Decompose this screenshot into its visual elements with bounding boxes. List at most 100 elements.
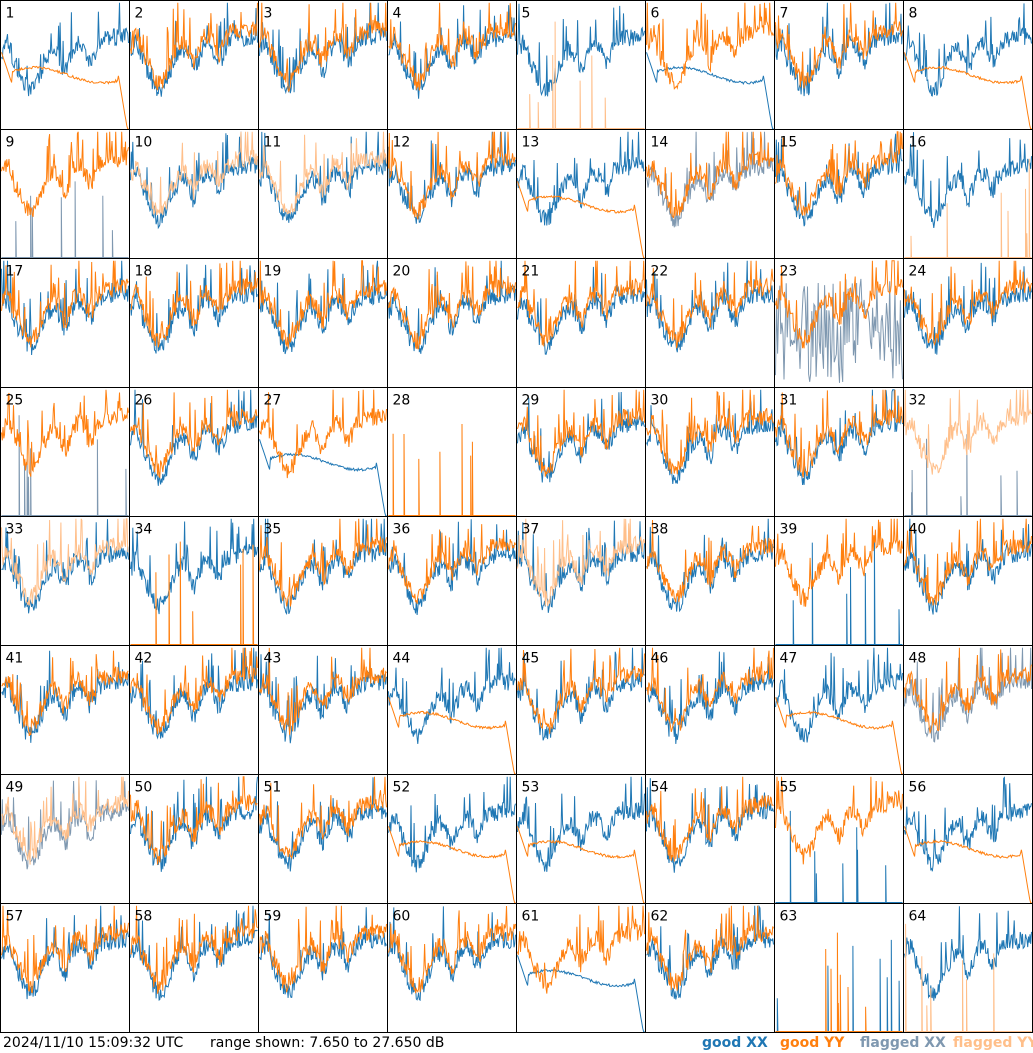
panel-63: 63 xyxy=(774,903,904,1033)
series-xx-flagged xyxy=(1,181,129,258)
panel-42: 42 xyxy=(129,645,259,775)
panel-20: 20 xyxy=(387,258,517,388)
panel-label: 18 xyxy=(135,264,153,280)
panel-label: 23 xyxy=(780,264,798,280)
series-yy-good xyxy=(388,524,516,604)
panel-frame xyxy=(387,774,517,904)
panel-label: 13 xyxy=(522,135,540,151)
panel-48: 48 xyxy=(903,645,1033,775)
legend-good-xx-pol: XX xyxy=(746,1035,768,1051)
panel-38: 38 xyxy=(645,516,775,646)
legend-flagged-xx: flagged XX xyxy=(860,1035,946,1051)
panel-label: 51 xyxy=(264,780,282,796)
series-yy-good xyxy=(388,2,516,91)
series-yy-good xyxy=(259,776,387,860)
panel-frame xyxy=(903,0,1033,130)
series-yy-flagged xyxy=(904,389,1032,475)
panel-label: 10 xyxy=(135,135,153,151)
panel-61: 61 xyxy=(516,903,646,1033)
panel-22: 22 xyxy=(645,258,775,388)
timestamp: 2024/11/10 15:09:32 UTC xyxy=(3,1035,184,1051)
series-yy-flagged xyxy=(1,518,129,606)
series-yy-good xyxy=(388,423,516,516)
panel-10: 10 xyxy=(129,129,259,259)
series-yy-good xyxy=(1,389,129,477)
series-yy-good xyxy=(646,131,774,219)
series-yy-good xyxy=(517,389,645,477)
series-yy-good xyxy=(1,131,129,217)
series-xx-good xyxy=(1,2,129,97)
series-yy-good xyxy=(388,260,516,350)
series-xx-flagged xyxy=(1,415,129,516)
panel-25: 25 xyxy=(0,387,130,517)
series-xx-flagged xyxy=(904,647,1032,743)
series-yy-good xyxy=(775,776,903,865)
series-yy-good xyxy=(1,650,129,737)
series-yy-good xyxy=(130,776,258,865)
series-xx-good xyxy=(775,537,903,645)
panel-12: 12 xyxy=(387,129,517,259)
legend-flagged-yy-pol: YY xyxy=(1017,1035,1033,1051)
panel-label: 62 xyxy=(651,909,669,925)
series-yy-good xyxy=(775,697,903,774)
series-yy-good xyxy=(130,541,258,645)
series-xx-good xyxy=(904,518,1032,615)
panel-label: 44 xyxy=(393,651,411,667)
panel-label: 12 xyxy=(393,135,411,151)
panel-label: 29 xyxy=(522,393,540,409)
series-xx-good xyxy=(517,3,645,97)
series-xx-good xyxy=(646,904,774,1000)
panel-label: 34 xyxy=(135,522,153,538)
legend-flagged-xx-label: flagged xyxy=(860,1035,920,1051)
panel-7: 7 xyxy=(774,0,904,130)
series-yy-good xyxy=(904,52,1032,129)
series-yy-good xyxy=(775,932,903,1032)
panel-18: 18 xyxy=(129,258,259,388)
panel-26: 26 xyxy=(129,387,259,517)
panel-label: 45 xyxy=(522,651,540,667)
series-xx-good xyxy=(646,651,774,744)
legend-good-xx: good XX xyxy=(702,1035,768,1051)
series-xx-flagged xyxy=(646,131,774,228)
panel-label: 33 xyxy=(6,522,24,538)
panel-label: 11 xyxy=(264,135,282,151)
series-yy-good xyxy=(775,518,903,607)
panel-label: 58 xyxy=(135,909,153,925)
series-yy-good xyxy=(130,2,258,91)
panel-37: 37 xyxy=(516,516,646,646)
series-yy-good xyxy=(130,905,258,994)
footer: 2024/11/10 15:09:32 UTC range shown: 7.6… xyxy=(0,1033,1033,1053)
panel-19: 19 xyxy=(258,258,388,388)
legend-flagged-xx-pol: XX xyxy=(924,1035,946,1051)
panel-3: 3 xyxy=(258,0,388,130)
panel-frame xyxy=(903,903,1033,1033)
series-yy-flagged xyxy=(517,518,645,606)
panel-frame xyxy=(774,645,904,775)
series-yy-good xyxy=(130,260,258,348)
legend-good-yy-pol: YY xyxy=(824,1035,845,1051)
series-xx-good xyxy=(130,264,258,354)
panel-60: 60 xyxy=(387,903,517,1033)
series-yy-good xyxy=(259,905,387,993)
panel-52: 52 xyxy=(387,774,517,904)
panel-label: 5 xyxy=(522,6,531,22)
series-xx-good xyxy=(517,391,645,483)
series-yy-good xyxy=(517,905,645,994)
panel-label: 63 xyxy=(780,909,798,925)
panel-label: 15 xyxy=(780,135,798,151)
panel-label: 7 xyxy=(780,6,789,22)
panel-label: 41 xyxy=(6,651,24,667)
panel-17: 17 xyxy=(0,258,130,388)
panel-9: 9 xyxy=(0,129,130,259)
panel-6: 6 xyxy=(645,0,775,130)
series-yy-good xyxy=(388,826,516,903)
panel-50: 50 xyxy=(129,774,259,904)
panel-label: 54 xyxy=(651,780,669,796)
series-xx-good xyxy=(646,518,774,613)
panel-44: 44 xyxy=(387,645,517,775)
panel-label: 6 xyxy=(651,6,660,22)
panel-59: 59 xyxy=(258,903,388,1033)
series-xx-good xyxy=(1,650,129,743)
panel-49: 49 xyxy=(0,774,130,904)
